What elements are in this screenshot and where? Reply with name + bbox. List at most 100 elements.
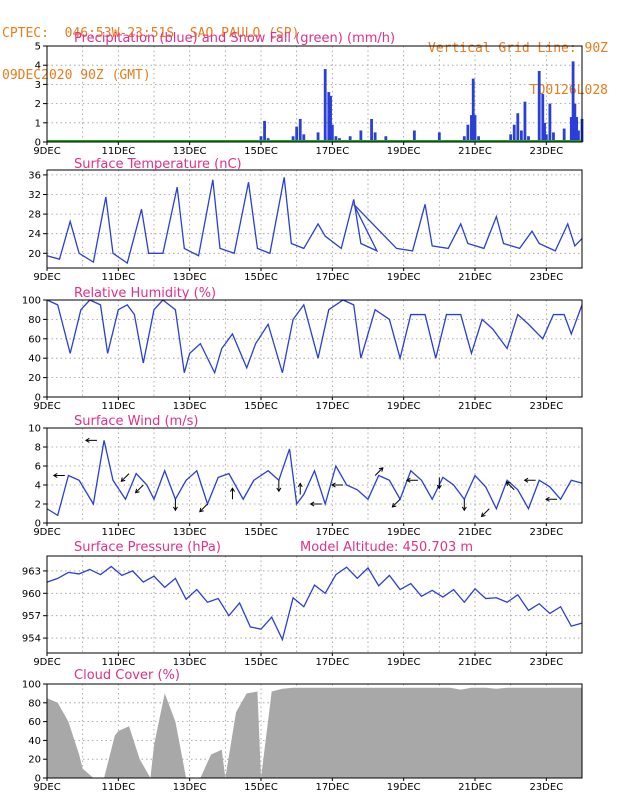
xtick-label: 17DEC — [315, 657, 349, 668]
precip-bar — [412, 130, 416, 142]
xtick-label: 21DEC — [458, 657, 492, 668]
ytick-label: 2 — [35, 99, 41, 110]
xtick-label: 23DEC — [529, 527, 563, 538]
xtick-label: 19DEC — [387, 401, 421, 412]
series-line — [46, 440, 583, 517]
precip-bar — [327, 92, 331, 142]
ytick-label: 20 — [28, 373, 41, 384]
xtick-label: 11DEC — [101, 527, 135, 538]
xtick-label: 9DEC — [33, 272, 60, 283]
ytick-label: 20 — [28, 249, 41, 260]
wind-arrowhead — [480, 512, 486, 518]
precip-bar — [437, 132, 441, 142]
precip-bar — [552, 132, 555, 142]
wind-arrowhead — [172, 506, 178, 512]
wind-arrowhead — [276, 487, 282, 493]
precip-bar — [302, 134, 306, 142]
xtick-label: 17DEC — [315, 782, 349, 793]
xtick-label: 11DEC — [101, 146, 135, 157]
panel-title: Precipitation (blue) and Snow Fall (gree… — [74, 31, 395, 46]
precip-bar — [544, 134, 548, 142]
wind-vector — [135, 484, 144, 494]
run-datetime: 09DEC2020 90Z (GMT) — [2, 68, 151, 83]
xtick-label: 15DEC — [244, 657, 278, 668]
xtick-label: 15DEC — [244, 527, 278, 538]
precip-bar — [471, 78, 475, 142]
precip-bar — [573, 103, 577, 142]
plot-frame — [46, 299, 583, 398]
precip-bar — [516, 113, 520, 142]
precip-bar — [323, 69, 327, 142]
xtick-label: 11DEC — [101, 657, 135, 668]
precip-bar — [537, 70, 541, 142]
ytick-label: 6 — [35, 462, 41, 473]
wind-arrowhead — [461, 506, 467, 512]
xtick-label: 17DEC — [315, 146, 349, 157]
wind-arrowhead — [134, 488, 140, 494]
xtick-label: 9DEC — [33, 401, 60, 412]
precip-bar — [334, 136, 338, 142]
wind-arrowhead — [523, 477, 529, 483]
panel-title: Relative Humidity (%) — [74, 286, 216, 301]
xtick-label: 13DEC — [173, 782, 207, 793]
xtick-label: 17DEC — [315, 272, 349, 283]
ytick-label: 80 — [28, 698, 41, 709]
precip-bar — [571, 61, 575, 142]
ytick-label: 20 — [28, 755, 41, 766]
precip-bar — [298, 118, 302, 142]
xtick-label: 13DEC — [173, 272, 207, 283]
xtick-label: 9DEC — [33, 146, 60, 157]
ytick-label: 0 — [35, 138, 41, 149]
xtick-label: 15DEC — [244, 782, 278, 793]
precip-bar — [512, 124, 516, 142]
cloud-area — [47, 687, 582, 778]
precip-bar — [259, 136, 263, 142]
precip-bar — [575, 117, 579, 142]
plot-frame — [46, 169, 583, 269]
xtick-label: 13DEC — [173, 527, 207, 538]
series-line — [46, 565, 583, 642]
ytick-label: 100 — [22, 680, 41, 691]
wind-vector — [392, 498, 401, 508]
xtick-label: 13DEC — [173, 657, 207, 668]
precip-bar — [477, 136, 480, 142]
wind-vector — [481, 508, 490, 517]
panel-0: 0 1 2 3 4 5 9DEC 11DEC 13DEC 15DEC 17DEC 19DEC 21DEC… — [33, 31, 584, 157]
xtick-label: 23DEC — [529, 401, 563, 412]
precip-bar — [291, 136, 295, 142]
wind-arrowhead — [331, 482, 336, 488]
wind-arrowhead — [378, 467, 384, 472]
xtick-label: 17DEC — [315, 401, 349, 412]
series-line — [46, 177, 583, 265]
ytick-label: 4 — [35, 61, 41, 72]
precip-bar — [562, 128, 566, 142]
precip-bar — [509, 134, 513, 142]
wind-arrowhead — [505, 481, 511, 487]
header-left: CPTEC: 046:53W-23:51S SAO PAULO (SP) 09D… — [2, 0, 299, 97]
xtick-label: 11DEC — [101, 401, 135, 412]
panel-title: Cloud Cover (%) — [74, 668, 180, 683]
wind-arrowhead — [436, 484, 442, 490]
xtick-label: 19DEC — [387, 272, 421, 283]
station-info: CPTEC: 046:53W-23:51S SAO PAULO (SP) — [2, 26, 300, 41]
precip-bar — [370, 118, 373, 142]
wind-arrowhead — [120, 477, 126, 482]
panel-title: Surface Temperature (nC) — [74, 157, 242, 172]
ytick-label: 40 — [28, 354, 41, 365]
precip-bar — [569, 117, 573, 142]
ytick-label: 0 — [35, 519, 41, 530]
precip-bar — [330, 124, 334, 142]
ytick-label: 2 — [35, 500, 41, 511]
precip-bar — [373, 132, 377, 142]
precip-bar — [263, 120, 266, 142]
precip-bar — [523, 101, 527, 142]
precip-bar — [359, 130, 363, 142]
model-altitude: Model Altitude: 450.703 m — [300, 540, 473, 555]
panel-2: 0 20 40 60 80 100 9DEC 11DEC 13DEC 15DEC 17DEC 19DE… — [22, 286, 583, 412]
ytick-label: 3 — [35, 80, 41, 91]
ytick-label: 24 — [28, 229, 41, 240]
precip-bar — [541, 94, 545, 142]
precip-bar — [527, 136, 530, 142]
plot-frame — [46, 45, 583, 143]
